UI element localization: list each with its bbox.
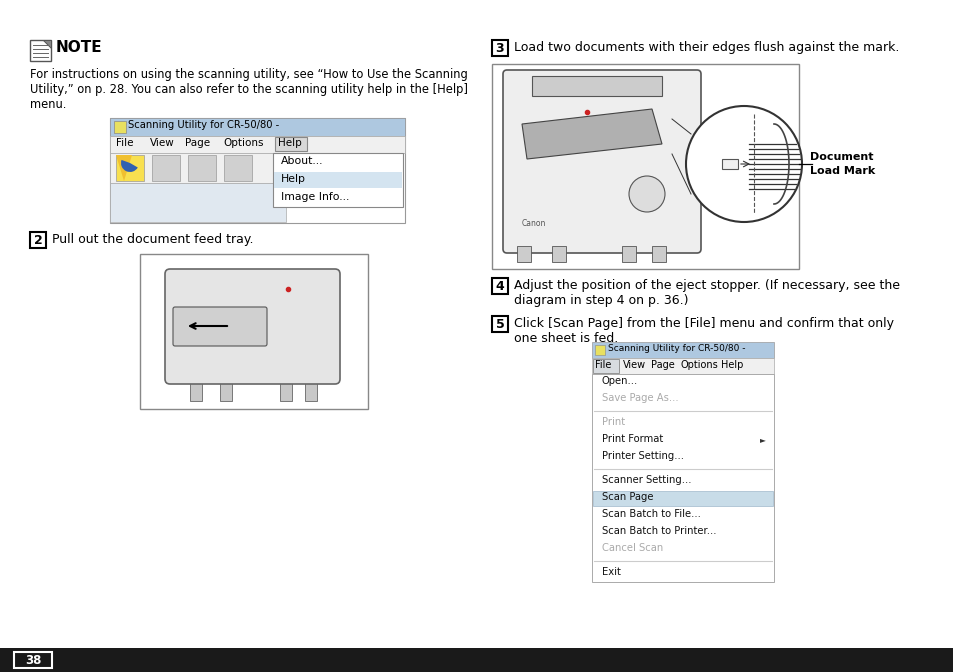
Bar [110, 136, 405, 153]
Bar [224, 155, 252, 181]
Text: Page: Page [185, 138, 210, 148]
Bar [152, 155, 180, 181]
FancyBboxPatch shape [502, 70, 700, 253]
Bar [492, 40, 507, 56]
Polygon shape [116, 155, 132, 181]
Text: Printer Setting...: Printer Setting... [601, 451, 683, 461]
Bar [113, 121, 126, 133]
Text: Document: Document [809, 152, 873, 162]
Bar [188, 155, 215, 181]
Text: NOTE: NOTE [56, 40, 103, 55]
Text: Print Format: Print Format [601, 434, 662, 444]
Wedge shape [121, 160, 137, 172]
Bar [492, 64, 799, 269]
Bar [552, 246, 565, 262]
Text: Scanner Setting...: Scanner Setting... [601, 475, 691, 485]
FancyBboxPatch shape [165, 269, 339, 384]
Bar [651, 246, 665, 262]
Bar [492, 278, 507, 294]
Text: Page: Page [650, 360, 674, 370]
Text: Load two documents with their edges flush against the mark.: Load two documents with their edges flus… [514, 41, 899, 54]
Text: Click [Scan Page] from the [File] menu and confirm that only: Click [Scan Page] from the [File] menu a… [514, 317, 893, 330]
Text: Help: Help [720, 360, 742, 370]
Bar [592, 342, 773, 358]
Polygon shape [521, 109, 661, 159]
Bar [220, 379, 232, 401]
Bar [110, 183, 286, 222]
Text: Options: Options [680, 360, 718, 370]
Text: Scanning Utility for CR-50/80 -: Scanning Utility for CR-50/80 - [128, 120, 279, 130]
FancyBboxPatch shape [172, 307, 267, 346]
Bar [116, 155, 144, 181]
Bar [721, 159, 738, 169]
Text: ►: ► [760, 435, 765, 444]
Bar [274, 137, 307, 151]
Text: Scan Page: Scan Page [601, 492, 653, 502]
Bar [190, 379, 202, 401]
Text: Print: Print [601, 417, 624, 427]
Bar [621, 246, 636, 262]
Text: Scanning Utility for CR-50/80 -: Scanning Utility for CR-50/80 - [607, 344, 744, 353]
Text: About...: About... [281, 156, 323, 166]
Bar [280, 379, 292, 401]
Text: View: View [150, 138, 174, 148]
Text: View: View [622, 360, 645, 370]
Circle shape [685, 106, 801, 222]
Bar [30, 232, 46, 248]
Bar [593, 491, 772, 506]
Text: 5: 5 [496, 317, 504, 331]
Text: one sheet is fed.: one sheet is fed. [514, 332, 618, 345]
Text: Options: Options [223, 138, 263, 148]
Bar [110, 153, 287, 183]
Text: Cancel Scan: Cancel Scan [601, 543, 662, 553]
Bar [492, 316, 507, 332]
Bar [14, 652, 52, 668]
Text: File: File [116, 138, 133, 148]
Bar [140, 254, 368, 409]
Bar [592, 358, 773, 374]
Text: Help: Help [281, 174, 306, 184]
Text: Help: Help [277, 138, 301, 148]
Bar [532, 76, 661, 96]
Bar [305, 379, 316, 401]
Text: For instructions on using the scanning utility, see “How to Use the Scanning
Uti: For instructions on using the scanning u… [30, 68, 468, 111]
Circle shape [628, 176, 664, 212]
Text: 2: 2 [33, 233, 42, 247]
Polygon shape [43, 40, 51, 48]
Bar [593, 359, 618, 373]
Text: File: File [595, 360, 611, 370]
Text: Canon: Canon [521, 219, 546, 228]
Text: Adjust the position of the eject stopper. (If necessary, see the: Adjust the position of the eject stopper… [514, 279, 899, 292]
Bar [274, 172, 401, 188]
Text: Save Page As...: Save Page As... [601, 393, 678, 403]
Text: Image Info...: Image Info... [281, 192, 349, 202]
Bar [0, 648, 953, 672]
Text: Pull out the document feed tray.: Pull out the document feed tray. [52, 233, 253, 246]
Bar [30, 40, 51, 61]
Bar [595, 345, 604, 355]
Text: Scan Batch to Printer...: Scan Batch to Printer... [601, 526, 716, 536]
Bar [110, 118, 405, 136]
Text: Exit: Exit [601, 567, 620, 577]
Text: Scan Batch to File...: Scan Batch to File... [601, 509, 700, 519]
Bar [517, 246, 531, 262]
Text: Load Mark: Load Mark [809, 166, 874, 176]
Text: Open...: Open... [601, 376, 638, 386]
Text: 38: 38 [25, 653, 41, 667]
Bar [110, 118, 405, 223]
Text: 4: 4 [496, 280, 504, 292]
Text: diagram in step 4 on p. 36.): diagram in step 4 on p. 36.) [514, 294, 688, 307]
Text: 3: 3 [496, 42, 504, 54]
Bar [273, 153, 402, 207]
Bar [592, 374, 773, 582]
